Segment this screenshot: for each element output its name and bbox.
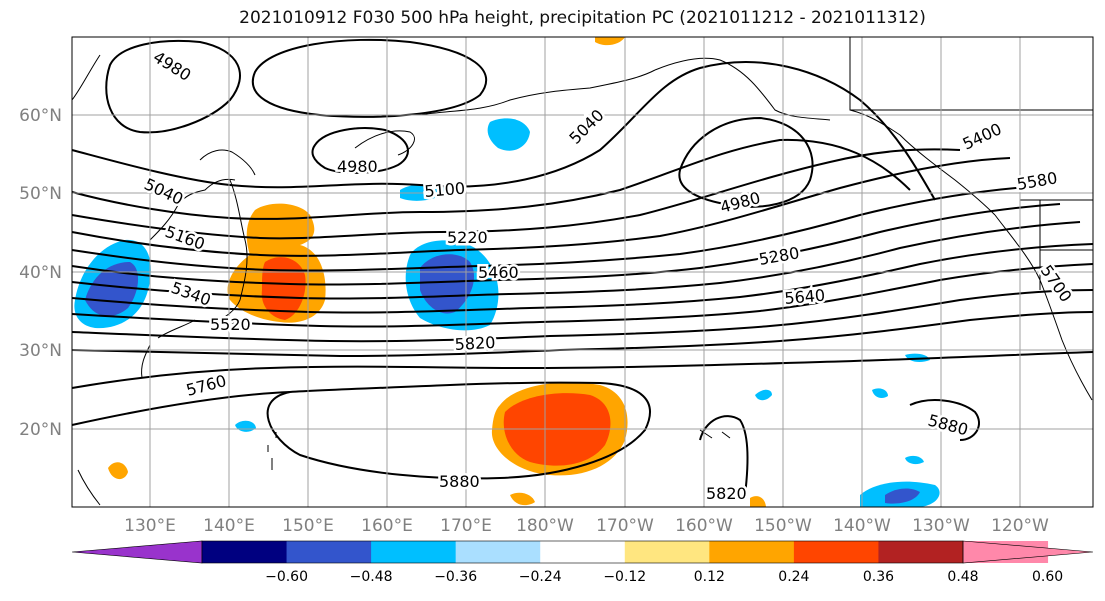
lon-label: 120°W xyxy=(991,516,1049,536)
colorbar-swatch xyxy=(793,541,879,563)
colorbar-tick-label: −0.12 xyxy=(603,569,646,585)
lon-label: 180°W xyxy=(516,516,574,536)
precip-area-negative xyxy=(420,254,475,314)
precip-area-positive xyxy=(750,496,766,507)
lon-label: 150°W xyxy=(754,516,812,536)
colorbar-tick-label: 0.60 xyxy=(1032,569,1063,585)
precip-area-negative xyxy=(755,389,772,401)
map-frame xyxy=(71,36,1094,508)
colorbar-swatch xyxy=(455,541,541,563)
precip-area-negative xyxy=(400,184,448,201)
contour-label: 5880 xyxy=(439,472,480,491)
contour-label: 5640 xyxy=(784,286,826,308)
colorbar-swatch xyxy=(71,540,203,564)
lon-label: 130°E xyxy=(124,516,176,536)
precip-area-negative xyxy=(487,118,530,151)
colorbar-tick-label: −0.60 xyxy=(265,569,308,585)
contour-label: 5820 xyxy=(454,333,496,354)
contour-label: 4980 xyxy=(337,157,378,176)
colorbar-swatch xyxy=(624,541,710,563)
precip-area-positive xyxy=(108,462,128,480)
colorbar-swatch xyxy=(540,541,626,563)
lat-label: 30°N xyxy=(19,341,62,361)
colorbar-tick-label: 0.12 xyxy=(694,569,725,585)
lon-label: 170°W xyxy=(596,516,654,536)
contour-label: 5460 xyxy=(478,263,519,282)
latitude-labels: 60°N 50°N 40°N 30°N 20°N xyxy=(19,106,62,440)
colorbar-tick-label: 0.48 xyxy=(947,569,978,585)
precip-area-positive xyxy=(510,492,535,506)
lon-label: 140°W xyxy=(833,516,891,536)
precipitation-shading xyxy=(74,37,940,507)
colorbar-tick-label: 0.36 xyxy=(863,569,894,585)
coastlines xyxy=(71,37,1093,506)
contour-label: 5520 xyxy=(210,315,251,334)
colorbar-swatch xyxy=(202,541,288,563)
colorbar-tick-label: −0.48 xyxy=(350,569,393,585)
precip-area-positive xyxy=(261,257,306,320)
colorbar-outline xyxy=(201,540,964,564)
colorbar-tick-label: −0.36 xyxy=(434,569,477,585)
colorbar: −0.60 −0.48 −0.36 −0.24 −0.12 0.12 0.24 0.36 0.4… xyxy=(71,540,1094,585)
lon-label: 150°E xyxy=(282,516,334,536)
precip-area-negative xyxy=(905,455,924,465)
precip-area-positive xyxy=(595,37,625,46)
contour-label: 5100 xyxy=(424,179,466,201)
precip-area-negative xyxy=(885,488,920,504)
lon-label: 170°E xyxy=(440,516,492,536)
height-contours xyxy=(71,38,1094,496)
colorbar-swatch xyxy=(709,541,795,563)
lat-label: 50°N xyxy=(19,184,62,204)
colorbar-swatch xyxy=(878,541,964,563)
lon-label: 160°W xyxy=(675,516,733,536)
lat-label: 20°N xyxy=(19,420,62,440)
lat-label: 60°N xyxy=(19,106,62,126)
colorbar-tick-label: −0.24 xyxy=(519,569,562,585)
contour-label: 5220 xyxy=(447,228,488,247)
precip-area-negative xyxy=(872,388,888,398)
lon-label: 140°E xyxy=(203,516,255,536)
lat-label: 40°N xyxy=(19,263,62,283)
grid xyxy=(72,37,1093,507)
colorbar-tick-label: 0.24 xyxy=(778,569,809,585)
lon-label: 160°E xyxy=(361,516,413,536)
lon-label: 130°W xyxy=(912,516,970,536)
colorbar-swatch xyxy=(286,541,372,563)
contour-label: 5820 xyxy=(706,484,747,503)
figure-title: 2021010912 F030 500 hPa height, precipit… xyxy=(239,8,926,28)
longitude-labels: 130°E 140°E 150°E 160°E 170°E 180°W 170°… xyxy=(124,516,1049,536)
colorbar-swatch xyxy=(371,541,457,563)
